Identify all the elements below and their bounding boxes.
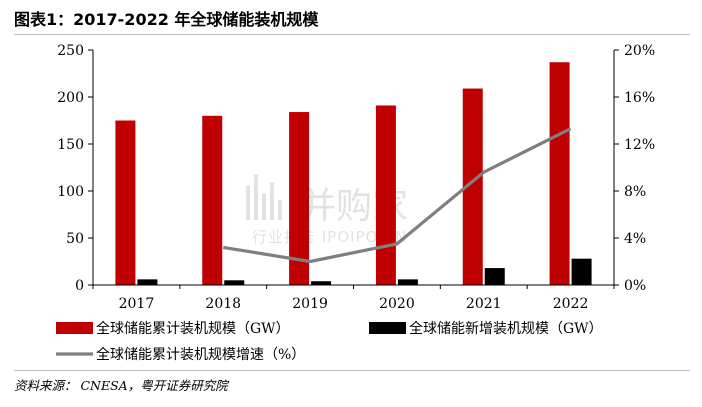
bar-cumulative-2021 [462, 88, 483, 285]
legend: 全球储能累计装机规模（GW） 全球储能新增装机规模（GW） 全球储能累计装机规模增速… [56, 320, 603, 363]
left-axis-ticks: 0 50 100 150 200 250 [57, 43, 93, 294]
legend-swatch-new [369, 322, 406, 334]
chart-title: 图表1：2017-2022 年全球储能装机规模 [14, 10, 319, 29]
left-tick-label: 200 [57, 90, 84, 106]
bar-cumulative-2022 [549, 62, 570, 285]
left-tick-label: 100 [57, 184, 84, 200]
left-tick-label: 50 [66, 231, 84, 247]
right-tick-label: 8% [624, 184, 646, 200]
growth-line [222, 127, 572, 264]
x-tick-label: 2018 [205, 296, 241, 312]
right-tick-label: 0% [624, 278, 646, 294]
bar-new-2021 [484, 268, 505, 285]
right-tick-label: 4% [624, 231, 646, 247]
left-tick-label: 250 [57, 43, 84, 59]
legend-label-cumulative: 全球储能累计装机规模（GW） [96, 320, 290, 337]
x-tick-label: 2021 [466, 296, 502, 312]
bar-cumulative-2020 [375, 105, 396, 286]
right-axis-ticks: 0% 4% 8% 12% 16% 20% [614, 43, 655, 294]
bar-cumulative-2018 [202, 115, 223, 285]
bar-new-2017 [137, 279, 158, 285]
bar-new-2020 [397, 279, 418, 285]
bar-new-2022 [571, 258, 592, 285]
x-tick-label: 2017 [119, 296, 155, 312]
x-tick-label: 2020 [379, 296, 415, 312]
title-divider [14, 34, 690, 35]
x-tick-label: 2022 [553, 296, 589, 312]
source-note: 资料来源： CNESA，粤开证券研究院 [14, 378, 228, 393]
legend-swatch-cumulative [56, 322, 93, 334]
bar-new-2018 [224, 280, 245, 285]
bar-new-2019 [311, 281, 332, 285]
growth-line-layer [222, 127, 572, 264]
right-tick-label: 12% [624, 137, 655, 153]
bars-layer [115, 62, 592, 286]
axes-layer [92, 50, 615, 286]
source-divider [14, 370, 690, 371]
left-tick-label: 0 [75, 278, 84, 294]
bar-cumulative-2017 [115, 120, 136, 285]
left-tick-label: 150 [57, 137, 84, 153]
x-axis-ticks: 2017 2018 2019 2020 2021 2022 [92, 285, 615, 312]
legend-label-new: 全球储能新增装机规模（GW） [409, 320, 603, 337]
x-tick-label: 2019 [292, 296, 328, 312]
right-tick-label: 16% [624, 90, 655, 106]
watermark-logo [246, 174, 282, 220]
right-tick-label: 20% [624, 43, 655, 59]
bar-cumulative-2019 [289, 112, 310, 285]
legend-label-growth: 全球储能累计装机规模增速（%） [96, 346, 305, 363]
